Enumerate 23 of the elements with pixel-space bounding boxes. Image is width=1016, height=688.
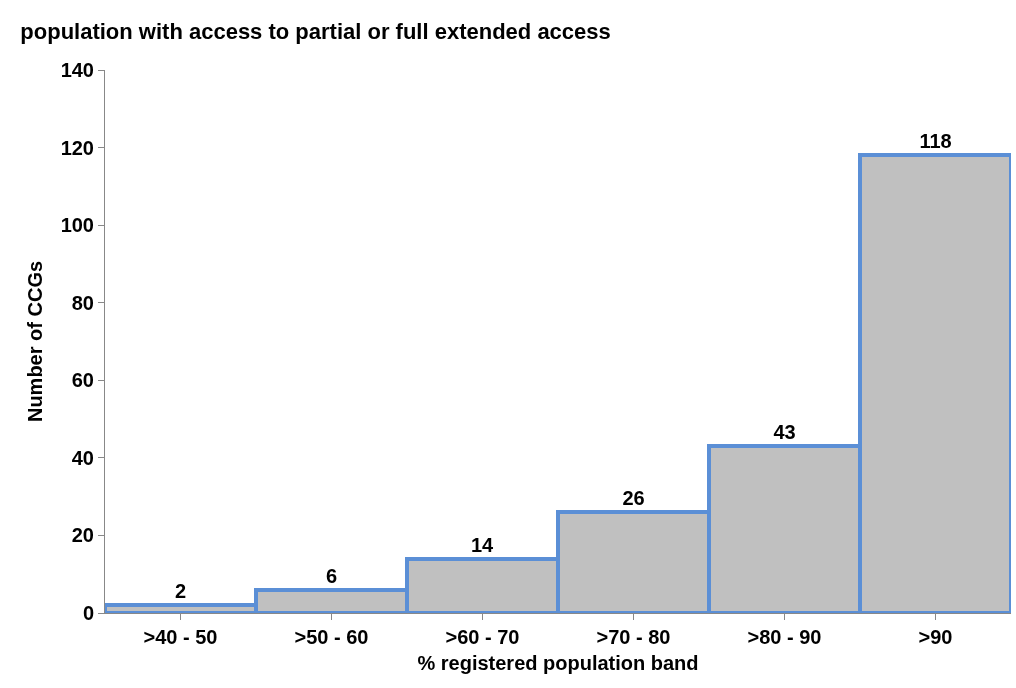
chart-title: population with access to partial or full extended access: [20, 19, 611, 45]
data-label: 26: [622, 487, 645, 509]
y-tick-label: 60: [71, 369, 94, 392]
x-tick-label: >40 - 50: [143, 626, 218, 648]
x-axis-title: % registered population band: [417, 651, 699, 674]
y-tick-label: 20: [71, 524, 94, 547]
y-tick-label: 120: [60, 136, 94, 159]
y-tick-label: 100: [60, 214, 94, 237]
data-label: 43: [773, 421, 796, 443]
x-tick-label: >60 - 70: [445, 626, 520, 648]
y-tick-label: 0: [82, 602, 94, 624]
y-axis-title: Number of CCGs: [24, 260, 47, 423]
data-label: 118: [919, 130, 952, 152]
x-tick-label: >70 - 80: [596, 626, 671, 648]
x-tick-label: >90: [918, 626, 953, 648]
data-label: 14: [470, 534, 495, 556]
x-tick-label: >50 - 60: [294, 626, 369, 648]
data-label: 2: [174, 580, 187, 602]
y-tick-label: 140: [60, 59, 94, 81]
x-tick-label: >80 - 90: [747, 626, 822, 648]
y-tick-label: 40: [71, 446, 94, 469]
y-tick-label: 80: [71, 291, 94, 314]
data-label: 6: [325, 565, 338, 587]
